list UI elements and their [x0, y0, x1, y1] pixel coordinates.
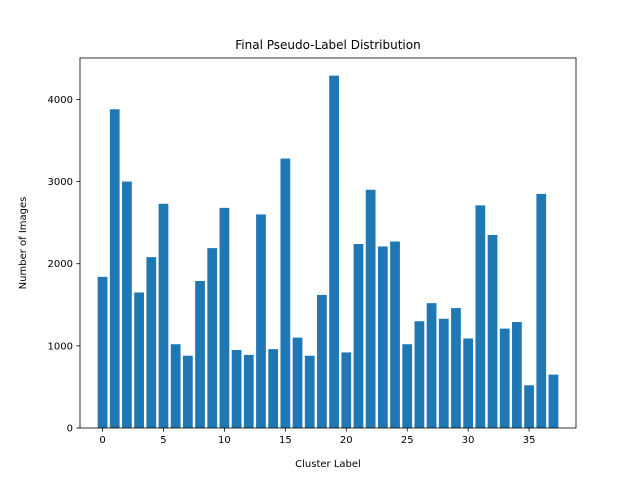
- bar-cluster-35: [524, 385, 534, 428]
- bar-cluster-1: [109, 109, 120, 428]
- x-tick-label: 35: [523, 435, 536, 446]
- bar-cluster-9: [207, 248, 218, 428]
- bar-cluster-10: [219, 207, 230, 428]
- x-tick-label: 15: [279, 435, 292, 446]
- bar-cluster-0: [97, 276, 108, 428]
- x-tick-label: 25: [401, 435, 414, 446]
- bar-cluster-5: [158, 203, 169, 428]
- bar-cluster-32: [487, 234, 498, 428]
- bar-cluster-12: [243, 354, 254, 428]
- bar-cluster-28: [438, 318, 449, 428]
- y-axis-ticks: 0 1000 2000 3000 4000: [48, 95, 80, 435]
- bar-cluster-26: [414, 321, 425, 428]
- y-tick-label: 0: [67, 424, 73, 435]
- plot-frame: [79, 57, 577, 429]
- bar-cluster-19: [329, 75, 339, 428]
- bar-cluster-22: [365, 189, 376, 428]
- x-tick-label: 10: [218, 435, 231, 446]
- bar-cluster-27: [426, 303, 437, 428]
- bar-cluster-31: [475, 205, 486, 428]
- bars-group: [97, 75, 559, 428]
- bar-cluster-6: [170, 344, 181, 428]
- y-tick-label: 1000: [48, 341, 73, 352]
- bar-cluster-11: [231, 349, 242, 428]
- bar-cluster-18: [317, 294, 327, 428]
- x-tick-label: 20: [340, 435, 353, 446]
- y-axis-title: Number of Images: [18, 197, 29, 290]
- bar-cluster-34: [512, 322, 522, 428]
- bar-cluster-14: [268, 349, 279, 428]
- x-tick-label: 0: [99, 435, 105, 446]
- y-tick-label: 2000: [48, 259, 73, 270]
- bar-cluster-3: [134, 292, 144, 428]
- bar-cluster-23: [377, 246, 388, 428]
- bar-cluster-8: [195, 280, 205, 428]
- y-tick-label: 4000: [48, 95, 73, 106]
- x-tick-label: 5: [160, 435, 166, 446]
- bar-cluster-20: [341, 352, 352, 428]
- y-tick-label: 3000: [48, 177, 73, 188]
- bar-cluster-29: [451, 308, 461, 428]
- bar-cluster-30: [463, 338, 474, 428]
- bar-cluster-24: [390, 241, 400, 428]
- bar-cluster-33: [499, 328, 510, 428]
- x-axis-title: Cluster Label: [295, 459, 361, 470]
- bar-cluster-7: [182, 355, 193, 428]
- bar-cluster-13: [256, 214, 266, 428]
- chart-title: Final Pseudo-Label Distribution: [235, 38, 420, 52]
- bar-cluster-37: [548, 374, 559, 428]
- bar-cluster-16: [292, 337, 303, 428]
- bar-cluster-2: [122, 181, 132, 428]
- bar-cluster-36: [536, 193, 547, 428]
- bar-cluster-21: [353, 244, 364, 428]
- bar-cluster-4: [146, 257, 157, 428]
- bar-cluster-17: [304, 355, 315, 428]
- bar-cluster-15: [280, 158, 291, 428]
- bar-cluster-25: [402, 344, 413, 428]
- x-tick-label: 30: [462, 435, 475, 446]
- x-axis-ticks: 0 5 10 15 20 25 30 35: [99, 428, 535, 446]
